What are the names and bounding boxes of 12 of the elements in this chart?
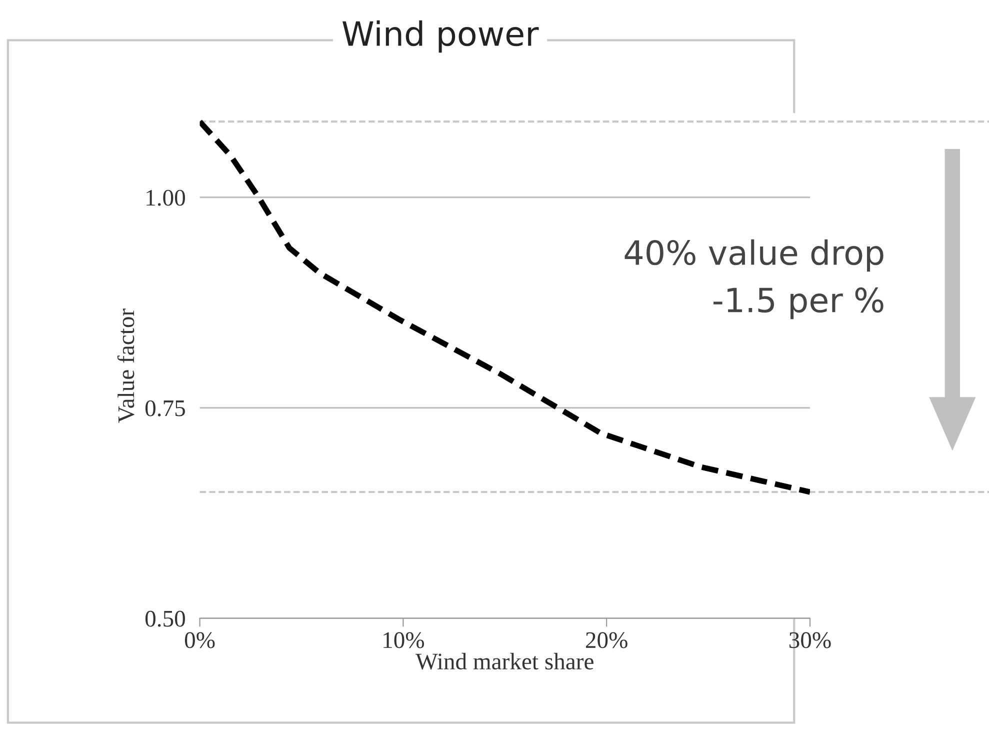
x-tick-label: 10% [384, 632, 424, 648]
x-tick-label: 20% [586, 632, 628, 648]
x-tick-label: 0% [184, 632, 215, 648]
chart-title: Wind power [342, 20, 539, 53]
y-tick-label: 0.75 [145, 400, 185, 416]
y-axis-title: Value factor [117, 308, 134, 423]
annotation: 40% value drop [624, 239, 884, 272]
x-axis-title: Wind market share [416, 652, 594, 670]
y-tick-label: 0.50 [145, 610, 185, 627]
x-tick-label: 30% [789, 632, 831, 648]
y-tick-label: 1.00 [146, 190, 185, 206]
annotation: -1.5 per % [714, 287, 884, 320]
